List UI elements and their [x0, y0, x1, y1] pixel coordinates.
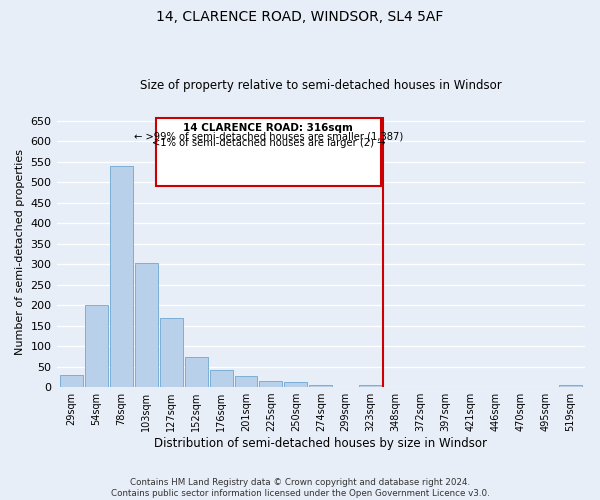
Y-axis label: Number of semi-detached properties: Number of semi-detached properties: [15, 149, 25, 355]
Bar: [85, 305, 108, 387]
Title: Size of property relative to semi-detached houses in Windsor: Size of property relative to semi-detach…: [140, 79, 502, 92]
Text: 14 CLARENCE ROAD: 316sqm: 14 CLARENCE ROAD: 316sqm: [184, 124, 353, 134]
Text: <1% of semi-detached houses are larger (2) →: <1% of semi-detached houses are larger (…: [152, 138, 385, 148]
Bar: [310, 385, 332, 387]
Bar: [259, 381, 283, 387]
Bar: [135, 263, 158, 387]
Bar: [284, 382, 307, 387]
Bar: [235, 376, 257, 387]
Text: ← >99% of semi-detached houses are smaller (1,387): ← >99% of semi-detached houses are small…: [134, 131, 403, 141]
Bar: [160, 318, 182, 387]
Bar: [209, 370, 233, 387]
Bar: [559, 385, 581, 387]
Bar: [110, 166, 133, 387]
X-axis label: Distribution of semi-detached houses by size in Windsor: Distribution of semi-detached houses by …: [154, 437, 487, 450]
Bar: [185, 357, 208, 387]
Text: 14, CLARENCE ROAD, WINDSOR, SL4 5AF: 14, CLARENCE ROAD, WINDSOR, SL4 5AF: [157, 10, 443, 24]
Bar: [359, 385, 382, 387]
FancyBboxPatch shape: [156, 118, 380, 186]
Bar: [60, 375, 83, 387]
Text: Contains HM Land Registry data © Crown copyright and database right 2024.
Contai: Contains HM Land Registry data © Crown c…: [110, 478, 490, 498]
